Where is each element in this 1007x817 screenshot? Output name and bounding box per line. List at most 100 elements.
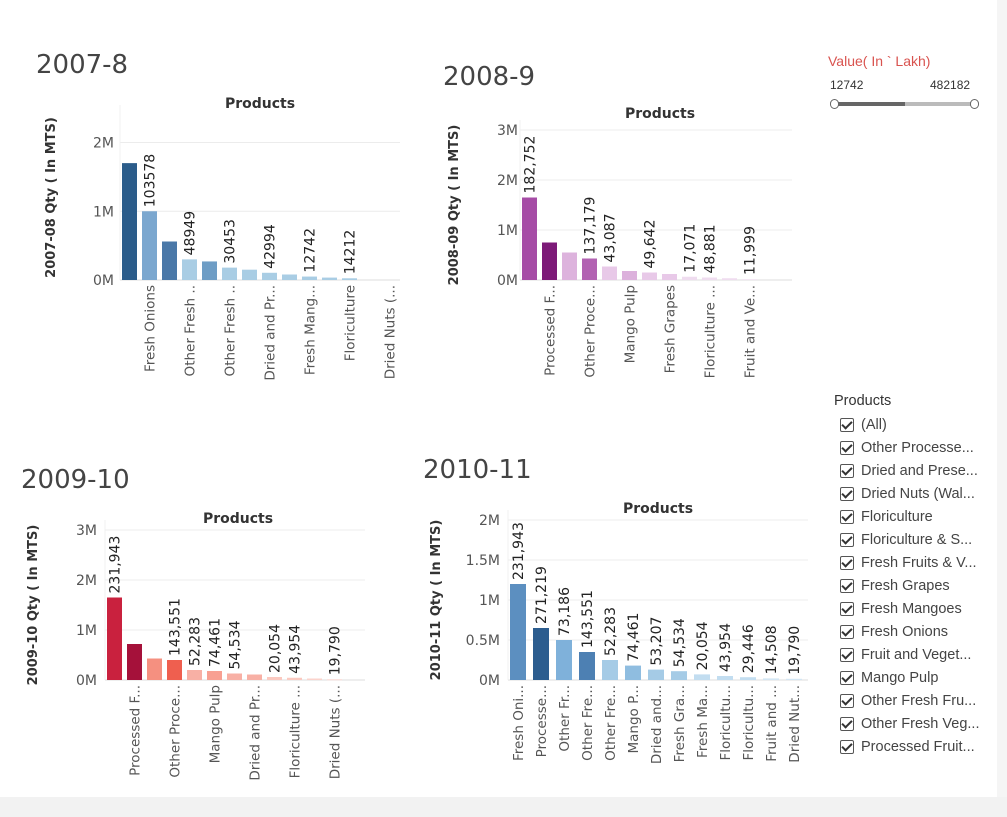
checkbox-checked-icon[interactable] (840, 532, 854, 547)
data-label: 29,446 (741, 624, 757, 673)
slider-handle-min[interactable] (830, 99, 839, 109)
filter-item[interactable]: Dried Nuts (Wal... (834, 482, 999, 505)
bar[interactable] (222, 267, 237, 280)
y-tick-label: 1M (76, 623, 97, 639)
filter-item[interactable]: Fresh Mangoes (834, 597, 999, 620)
filter-item[interactable]: Mango Pulp (834, 666, 999, 689)
bar[interactable] (522, 197, 537, 281)
bar[interactable] (742, 279, 757, 280)
filter-item[interactable]: Dried and Prese... (834, 459, 999, 482)
bar[interactable] (187, 670, 202, 680)
bar[interactable] (147, 658, 162, 681)
bar[interactable] (671, 671, 687, 680)
checkbox-checked-icon[interactable] (840, 555, 854, 570)
checkbox-checked-icon[interactable] (840, 486, 854, 501)
bar[interactable] (242, 269, 257, 280)
y-tick-label: 3M (497, 123, 518, 139)
checkbox-checked-icon[interactable] (840, 601, 854, 616)
filter-item[interactable]: Other Fresh Fru... (834, 689, 999, 712)
bar[interactable] (533, 628, 549, 680)
bar[interactable] (510, 584, 526, 680)
bar[interactable] (107, 597, 122, 681)
checkbox-checked-icon[interactable] (840, 716, 854, 731)
bar[interactable] (207, 671, 222, 680)
bar[interactable] (182, 259, 197, 280)
value-range-slider[interactable] (830, 99, 979, 109)
filter-item[interactable]: Fresh Grapes (834, 574, 999, 597)
checkbox-checked-icon[interactable] (840, 440, 854, 455)
checkbox-checked-icon[interactable] (840, 624, 854, 639)
bar[interactable] (202, 261, 217, 280)
filter-item-label: Mango Pulp (861, 669, 939, 686)
filter-item[interactable]: Fresh Fruits & V... (834, 551, 999, 574)
bar[interactable] (162, 241, 177, 281)
filter-item[interactable]: Processed Fruit... (834, 735, 999, 758)
bar[interactable] (579, 652, 595, 680)
data-label: 74,461 (626, 613, 642, 662)
bar[interactable] (694, 674, 710, 680)
bar[interactable] (662, 274, 677, 280)
bar[interactable] (167, 660, 182, 680)
bar[interactable] (342, 278, 357, 280)
filter-item[interactable]: Fresh Onions (834, 620, 999, 643)
bar[interactable] (247, 674, 262, 681)
filter-item[interactable]: Floriculture (834, 505, 999, 528)
checkbox-checked-icon[interactable] (840, 509, 854, 524)
y-tick-label: 1M (497, 223, 518, 239)
filter-item[interactable]: Other Fresh Veg... (834, 712, 999, 735)
filter-item[interactable]: Other Processe... (834, 436, 999, 459)
bar[interactable] (648, 669, 664, 680)
bar[interactable] (717, 676, 733, 680)
checkbox-checked-icon[interactable] (840, 417, 854, 432)
y-tick-label: 1M (479, 593, 500, 609)
bar[interactable] (307, 678, 322, 681)
x-tick-label: Other Fre... (603, 685, 619, 761)
x-tick-label: Fresh Oni... (511, 685, 527, 761)
data-label: 73,186 (557, 587, 573, 636)
bar[interactable] (227, 673, 242, 681)
data-label: 52,283 (188, 617, 204, 666)
y-tick-label: 0M (93, 273, 114, 289)
bar[interactable] (142, 211, 157, 280)
bar[interactable] (302, 276, 317, 280)
bar[interactable] (262, 272, 277, 280)
chart-title-2007: 2007-8 (36, 50, 129, 80)
bar[interactable] (122, 163, 137, 280)
bar[interactable] (740, 677, 756, 680)
bar[interactable] (562, 252, 577, 281)
bar[interactable] (287, 677, 302, 680)
filter-item[interactable]: Floriculture & S... (834, 528, 999, 551)
filter-item[interactable]: (All) (834, 413, 999, 436)
slider-handle-max[interactable] (970, 99, 979, 109)
checkbox-checked-icon[interactable] (840, 739, 854, 754)
bar[interactable] (625, 665, 641, 680)
bar[interactable] (682, 276, 697, 280)
checkbox-checked-icon[interactable] (840, 693, 854, 708)
bar[interactable] (722, 278, 737, 280)
bar[interactable] (786, 678, 802, 680)
bar[interactable] (602, 266, 617, 281)
chart-header: Products (225, 96, 295, 112)
scrollbar-track[interactable] (997, 0, 1007, 797)
bar[interactable] (267, 677, 282, 680)
x-tick-label: Dried Nuts (... (328, 685, 344, 779)
filter-item[interactable]: Fruit and Veget... (834, 643, 999, 666)
bar[interactable] (322, 277, 337, 280)
checkbox-checked-icon[interactable] (840, 647, 854, 662)
checkbox-checked-icon[interactable] (840, 463, 854, 478)
bar[interactable] (542, 242, 557, 281)
bar[interactable] (127, 644, 142, 680)
filter-item-label: Fresh Mangoes (861, 600, 962, 617)
bar[interactable] (602, 660, 618, 680)
bar[interactable] (702, 277, 717, 281)
bar[interactable] (327, 679, 342, 681)
data-label: 14212 (343, 230, 359, 275)
bar[interactable] (763, 678, 779, 680)
checkbox-checked-icon[interactable] (840, 578, 854, 593)
bar[interactable] (556, 640, 572, 680)
bar[interactable] (282, 274, 297, 281)
checkbox-checked-icon[interactable] (840, 670, 854, 685)
bar[interactable] (642, 272, 657, 281)
bar[interactable] (622, 271, 637, 280)
bar[interactable] (582, 258, 597, 281)
